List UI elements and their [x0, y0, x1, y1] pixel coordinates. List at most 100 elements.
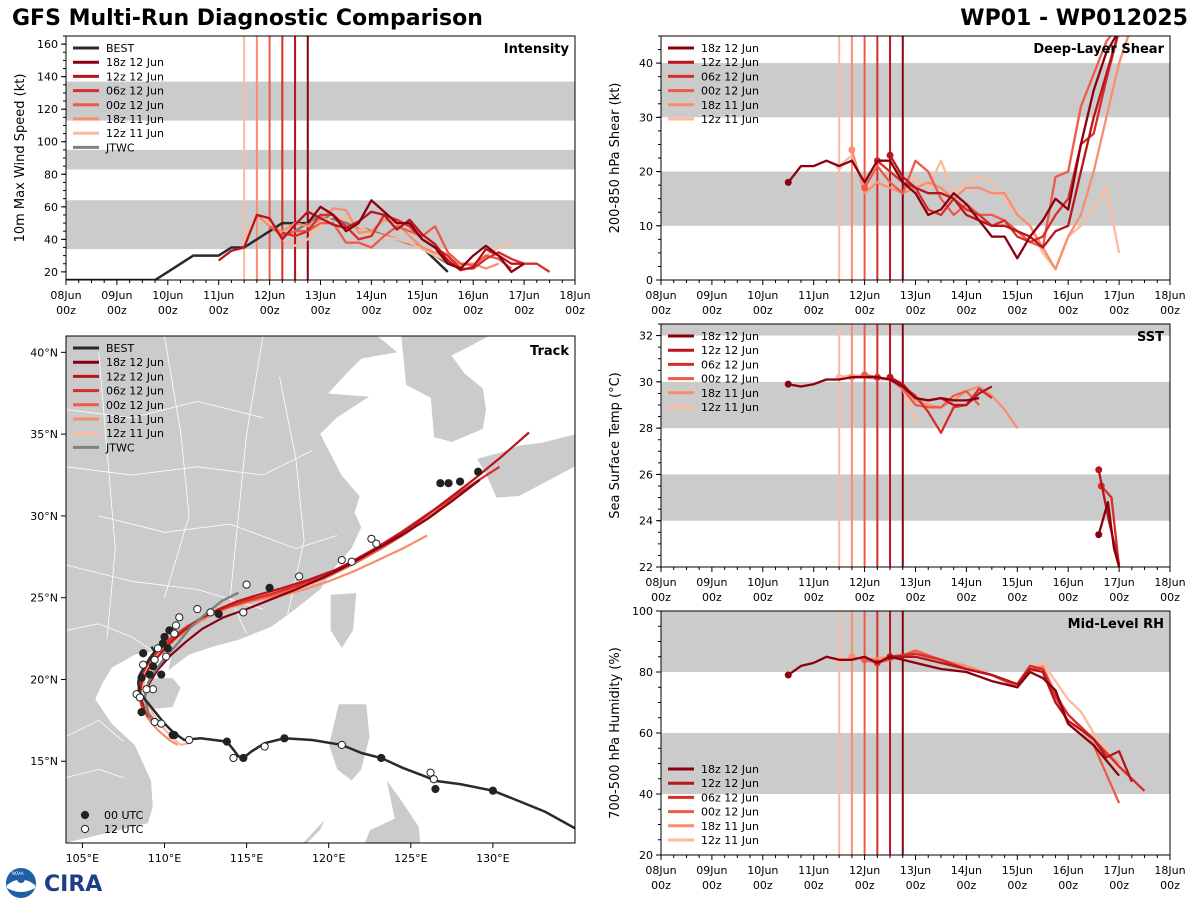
track-marker-12utc — [139, 660, 148, 669]
track-chart: 105°E 110°E 115°E 120°E 125°E 130°E 15°N 20°N 25… — [30, 335, 576, 865]
y-tick-label: 20 — [44, 266, 58, 279]
shaded-band — [661, 733, 1170, 794]
island-landmass — [364, 779, 421, 843]
x-tick-label-date: 10Jun — [747, 289, 778, 302]
noaa-logo-bird — [17, 875, 25, 883]
shear-plot-area — [661, 36, 1170, 280]
x-tick-label-date: 16Jun — [1053, 289, 1084, 302]
legend-label-06z-12-jun: 06z 12 Jun — [701, 791, 759, 804]
x-tick-label: 120°E — [312, 852, 345, 865]
y-tick-label: 30 — [639, 376, 653, 389]
x-tick-label-date: 09Jun — [696, 576, 727, 589]
x-tick-label-date: 14Jun — [951, 289, 982, 302]
y-tick-label: 10 — [639, 220, 653, 233]
legend-label-18z-12-jun: 18z 12 Jun — [701, 763, 759, 776]
x-tick-label-hour: 00z — [1109, 591, 1129, 604]
x-tick-label: 125°E — [394, 852, 427, 865]
track-marker-00utc — [148, 662, 158, 671]
x-tick-label-hour: 00z — [1007, 304, 1027, 317]
series-line-12z-12-jun — [890, 655, 1133, 783]
storm-id-title: WP01 - WP012025 — [960, 6, 1188, 31]
series-line-18z-12-jun — [1097, 501, 1121, 567]
track-marker-00utc — [158, 639, 167, 648]
x-tick-label-date: 15Jun — [1002, 864, 1033, 877]
sst-y-axis-label: Sea Surface Temp (°C) — [608, 372, 623, 519]
track-marker-00utc — [157, 670, 166, 679]
track-marker-12utc — [171, 621, 181, 630]
shaded-band — [66, 81, 575, 121]
province-border — [229, 336, 264, 634]
x-tick-label: 105°E — [66, 852, 99, 865]
x-tick-label-hour: 00z — [702, 304, 722, 317]
y-tick-label: 160 — [37, 38, 58, 51]
track-plot-area — [66, 336, 575, 843]
legend-label-18z-11-jun: 18z 11 Jun — [106, 113, 164, 126]
y-tick-label: 20 — [639, 166, 653, 179]
x-tick-label-date: 14Jun — [356, 289, 387, 302]
y-tick-label: 28 — [639, 422, 653, 435]
island-landmass — [302, 818, 326, 843]
province-border — [98, 515, 338, 550]
shear-panel-title: Deep-Layer Shear — [1033, 42, 1164, 57]
track-marker-00utc — [444, 479, 453, 488]
legend-label-06z-12-jun: 06z 12 Jun — [701, 358, 759, 371]
track-marker-12utc — [426, 768, 435, 777]
legend-label-best: BEST — [106, 342, 134, 355]
legend-label-12z-11-jun: 12z 11 Jun — [701, 113, 759, 126]
shaded-band — [66, 149, 575, 170]
x-tick-label-date: 09Jun — [696, 864, 727, 877]
track-panel-title: Track — [530, 344, 569, 359]
x-tick-label-date: 15Jun — [407, 289, 438, 302]
x-tick-label: 115°E — [230, 852, 263, 865]
x-tick-label-hour: 00z — [804, 879, 824, 892]
track-marker-12utc — [260, 742, 269, 751]
x-tick-label-date: 17Jun — [1104, 289, 1135, 302]
track-marker-12utc — [170, 629, 179, 638]
track-marker-12utc — [193, 605, 202, 614]
sst-plot-area — [661, 324, 1170, 567]
track-marker-12utc — [239, 608, 248, 617]
y-tick-label: 22 — [639, 561, 653, 574]
y-tick-label: 100 — [37, 136, 58, 149]
series-line-12z-12-jun — [1097, 469, 1121, 565]
legend-label-00z-12-jun: 00z 12 Jun — [701, 373, 759, 386]
shaded-band — [661, 171, 1170, 226]
x-tick-label-hour: 00z — [56, 304, 76, 317]
mainland-landmass — [66, 336, 399, 843]
track-marker-12utc — [337, 740, 346, 749]
series-line-18z-12-jun — [787, 36, 1118, 260]
track-marker-00utc — [455, 477, 465, 486]
x-tick-label-hour: 00z — [1160, 591, 1180, 604]
province-border — [66, 564, 264, 610]
x-tick-label-hour: 00z — [107, 304, 127, 317]
track-marker-00utc — [137, 673, 146, 682]
track-marker-00utc — [222, 737, 232, 746]
x-tick-label-hour: 00z — [1058, 304, 1078, 317]
legend-label-18z-12-jun: 18z 12 Jun — [106, 56, 164, 69]
x-tick-label-date: 13Jun — [305, 289, 336, 302]
legend-label-18z-12-jun: 18z 12 Jun — [106, 356, 164, 369]
cira-logo-text: CIRA — [44, 872, 102, 897]
y-tick-label: 40 — [639, 57, 653, 70]
x-tick-label-hour: 00z — [855, 591, 875, 604]
y-tick-label: 80 — [639, 666, 653, 679]
x-tick-label-date: 15Jun — [1002, 289, 1033, 302]
x-tick-label-date: 08Jun — [50, 289, 81, 302]
track-marker-12utc — [175, 613, 184, 622]
series-start-point-12z-12-jun — [886, 151, 894, 159]
track-marker-00utc — [436, 479, 445, 488]
track-marker-12utc — [135, 693, 144, 702]
x-tick-label-date: 13Jun — [900, 289, 931, 302]
x-tick-label-date: 16Jun — [1053, 576, 1084, 589]
track-marker-12utc — [206, 608, 215, 617]
track-marker-12utc — [337, 555, 346, 565]
x-tick-label-hour: 00z — [463, 304, 483, 317]
y-tick-label: 100 — [632, 605, 653, 618]
x-tick-label-date: 10Jun — [747, 576, 778, 589]
x-tick-label-hour: 00z — [651, 304, 671, 317]
province-border — [66, 450, 313, 476]
island-landmass — [330, 592, 357, 649]
intensity-panel-title: Intensity — [504, 42, 570, 57]
y-tick-label: 40°N — [30, 346, 58, 359]
